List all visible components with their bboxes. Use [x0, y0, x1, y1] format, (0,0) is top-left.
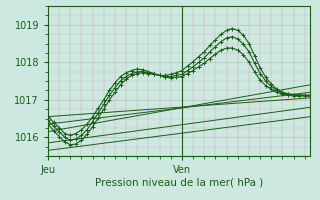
X-axis label: Pression niveau de la mer( hPa ): Pression niveau de la mer( hPa ) [95, 178, 263, 188]
